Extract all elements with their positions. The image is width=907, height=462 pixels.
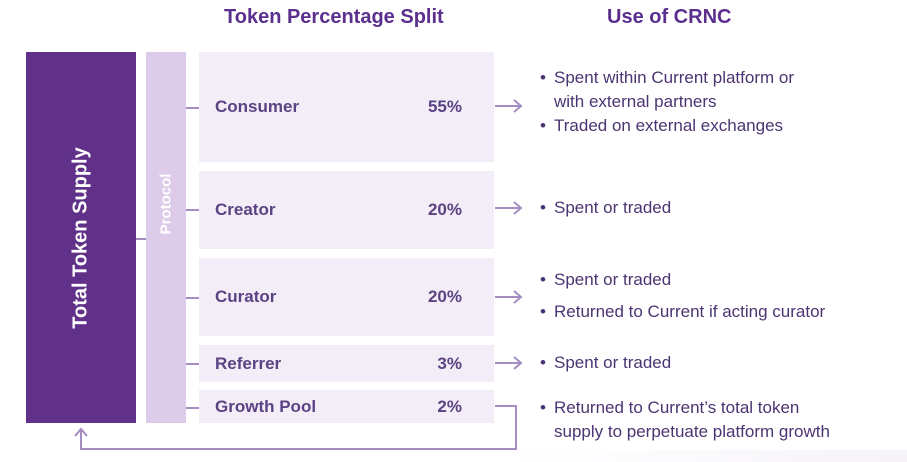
use-list-creator: Spent or traded [540,196,671,220]
row-percent: 2% [437,396,462,416]
use-item: Spent or traded [540,268,825,292]
use-list-referrer: Spent or traded [540,351,671,375]
use-item: Spent or traded [540,196,671,220]
use-list-curator: Spent or traded Returned to Current if a… [540,268,825,324]
row-name: Growth Pool [215,396,317,416]
bottom-shade [510,450,907,462]
row-name: Referrer [215,353,282,373]
row-percent: 20% [427,200,462,219]
row-creator: Creator 20% [199,171,494,249]
row-name: Consumer [215,97,300,116]
row-connector [186,107,199,109]
split-header: Token Percentage Split [224,6,444,28]
row-curator: Curator 20% [199,258,494,336]
row-consumer: Consumer 55% [199,52,494,162]
row-growth-pool: Growth Pool 2% [199,390,494,423]
row-name: Curator [215,287,277,306]
total-token-supply-label: Total Token Supply [69,146,92,329]
row-connector [186,407,199,409]
use-item: Spent within Current platform or with ext… [540,66,794,114]
protocol-label: Protocol [157,173,175,235]
use-item: Returned to Current if acting curator [540,300,825,324]
arrow-right-icon [495,356,523,370]
use-item: Traded on external exchanges [540,114,794,138]
supply-protocol-connector [136,238,146,240]
use-header: Use of CRNC [607,6,732,28]
use-line: Spent within Current platform or [554,68,794,87]
total-token-supply-block: Total Token Supply [26,52,136,423]
arrow-right-icon [495,201,523,215]
row-connector [186,209,199,211]
use-line: Returned to Current’s total token [554,398,800,417]
use-item: Spent or traded [540,351,671,375]
use-item: Returned to Current’s total token supply … [540,396,830,444]
use-line: supply to perpetuate platform growth [554,422,830,441]
use-list-growth-pool: Returned to Current’s total token supply … [540,396,830,444]
row-connector [186,363,199,365]
row-percent: 20% [427,287,462,306]
row-percent: 55% [427,97,462,116]
row-referrer: Referrer 3% [199,345,494,382]
arrow-right-icon [495,290,523,304]
row-name: Creator [215,200,276,219]
row-percent: 3% [437,353,462,373]
row-connector [186,297,199,299]
use-list-consumer: Spent within Current platform or with ext… [540,66,794,138]
protocol-block: Protocol [146,52,186,423]
arrow-right-icon [495,99,523,113]
use-line: with external partners [554,92,717,111]
